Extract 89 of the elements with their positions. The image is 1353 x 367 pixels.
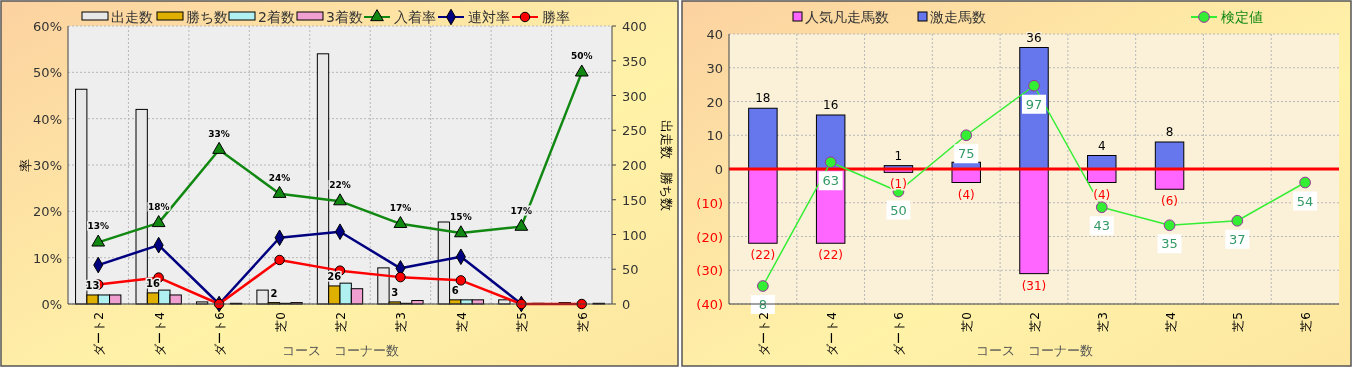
data-label: 8: [1165, 125, 1174, 139]
y-tick-label: (30): [696, 263, 723, 279]
data-label: 63: [822, 173, 839, 189]
data-label: 13%: [87, 221, 109, 232]
data-label: 35: [1161, 236, 1178, 252]
y-tick-label: (10): [696, 195, 723, 211]
y-tick-label: 40: [706, 27, 723, 42]
y-tick-label: (20): [696, 229, 723, 245]
legend-label: 3着数: [326, 9, 363, 25]
x-tick-label: 芝5: [1231, 312, 1246, 332]
x-tick-label: 芝0: [273, 312, 288, 332]
data-label: 54: [1296, 193, 1314, 209]
data-label: (4): [957, 187, 975, 202]
x-axis-title: コース コーナー数: [281, 343, 399, 358]
data-label: (31): [1021, 278, 1047, 293]
x-tick-label: ダート4: [152, 312, 167, 356]
x-tick-label: 芝3: [394, 312, 409, 332]
x-tick-label: 芝6: [1299, 312, 1314, 332]
data-label: 18: [755, 91, 771, 106]
data-label: 43: [1093, 218, 1111, 234]
y2-tick-label: 0: [622, 297, 631, 312]
legend-label: 検定値: [1221, 9, 1263, 25]
data-label: 22%: [329, 180, 351, 191]
y-tick-label: 0%: [41, 297, 62, 312]
data-label: 18%: [147, 201, 170, 212]
x-tick-label: ダート4: [824, 312, 839, 356]
legend-label: 勝率: [542, 9, 570, 25]
x-axis-title: コース コーナー数: [975, 343, 1093, 358]
legend-label: 2着数: [258, 9, 295, 25]
x-tick-label: 芝0: [960, 312, 975, 332]
y-tick-label: 40%: [33, 111, 62, 127]
y2-tick-label: 200: [622, 158, 647, 173]
data-label: 33%: [208, 128, 230, 139]
data-label: (6): [1161, 194, 1179, 209]
x-tick-label: 芝6: [575, 312, 590, 332]
y2-tick-label: 50: [622, 262, 639, 278]
legend-label: 勝ち数: [186, 9, 228, 25]
data-label: 37: [1229, 231, 1246, 247]
legend-label: 連対率: [468, 9, 510, 25]
data-label: (22): [818, 248, 843, 263]
y2-tick-label: 300: [622, 88, 647, 104]
data-label: 8: [758, 297, 768, 312]
x-tick-label: 芝2: [1028, 312, 1042, 332]
x-tick-label: 芝2: [334, 312, 348, 332]
y-tick-label: 10: [706, 128, 723, 144]
data-label: 36: [1026, 30, 1042, 45]
y-tick-label: 30: [706, 60, 723, 76]
y-tick-label: 20: [706, 94, 723, 110]
data-label: (22): [750, 248, 776, 263]
data-label: 75: [957, 146, 975, 162]
y-tick-label: 60%: [33, 19, 62, 34]
legend-label: 激走馬数: [930, 9, 986, 25]
data-label: 15%: [450, 212, 472, 223]
data-label: 4: [1097, 138, 1106, 153]
y-tick-label: 50%: [33, 65, 62, 81]
y-tick-label: 30%: [33, 158, 62, 173]
y-tick-label: (40): [696, 297, 723, 312]
y2-axis-title: 出走数 勝ち数: [659, 119, 674, 211]
x-tick-label: 芝4: [454, 312, 469, 332]
x-tick-label: ダート2: [92, 312, 107, 356]
data-label: 24%: [268, 172, 291, 183]
y-tick-label: 10%: [33, 250, 62, 266]
data-label: 6: [451, 284, 459, 296]
x-tick-label: ダート2: [756, 312, 771, 356]
data-label: 17%: [389, 202, 412, 213]
x-tick-label: ダート6: [213, 312, 228, 356]
legend-label: 出走数: [111, 9, 153, 25]
data-label: 16: [823, 98, 839, 112]
y2-tick-label: 350: [622, 53, 647, 69]
x-tick-label: ダート6: [892, 312, 907, 356]
x-tick-label: 芝3: [1095, 312, 1110, 332]
y-tick-label: 20%: [33, 204, 62, 220]
legend-label: 人気凡走馬数: [805, 9, 889, 25]
y-tick-label: 0: [714, 162, 723, 177]
data-label: 1: [894, 148, 903, 163]
data-label: 50: [890, 202, 907, 218]
legend-label: 入着率: [394, 9, 436, 25]
data-label: 3: [391, 286, 399, 298]
data-label: (4): [1093, 187, 1111, 202]
data-label: 97: [1025, 96, 1043, 112]
x-tick-label: 芝4: [1163, 312, 1178, 332]
y2-tick-label: 400: [622, 19, 647, 34]
y2-tick-label: 250: [622, 123, 647, 139]
y2-tick-label: 150: [622, 192, 647, 208]
data-label: 50%: [571, 51, 593, 62]
y-axis-title: 率: [18, 158, 33, 172]
data-label: 2: [270, 287, 278, 299]
y2-tick-label: 100: [622, 227, 647, 243]
x-tick-label: 芝5: [515, 312, 530, 332]
